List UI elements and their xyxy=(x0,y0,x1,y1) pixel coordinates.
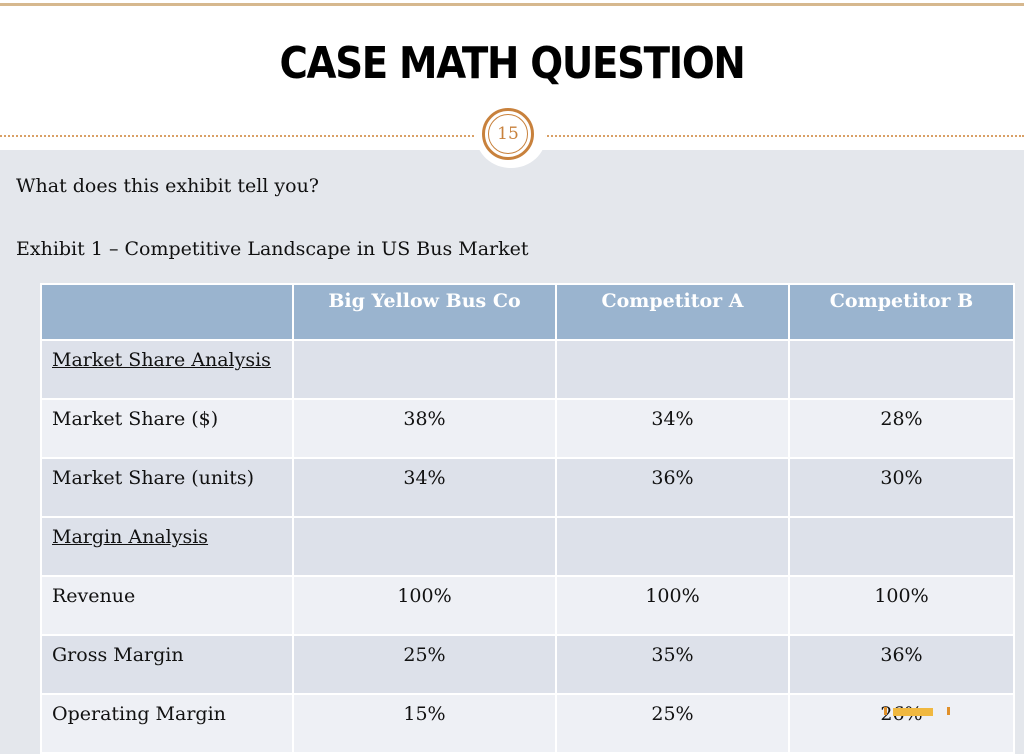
value-cell: 100% xyxy=(788,575,1015,636)
table-header-row: Big Yellow Bus Co Competitor A Competito… xyxy=(40,283,1015,341)
table-row: Operating Margin 15%25%26% xyxy=(40,693,1015,754)
value-cell: 36% xyxy=(555,457,790,518)
value-cell xyxy=(788,339,1015,400)
section-row: Margin Analysis xyxy=(40,516,1015,577)
row-label-cell: Operating Margin xyxy=(40,693,294,754)
value-cell xyxy=(292,516,557,577)
row-label: Market Share (units) xyxy=(52,467,255,489)
table-row: Market Share (units) 34% 36% 30% xyxy=(40,457,1015,518)
value-cell: 30% xyxy=(788,457,1015,518)
header-empty xyxy=(40,283,294,341)
value-cell: 34% xyxy=(292,457,557,518)
value-cell: 28% xyxy=(788,398,1015,459)
value-cell: 100% xyxy=(555,575,790,636)
table-row: Gross Margin 25% 35% 36% xyxy=(40,634,1015,695)
value-cell: 25% xyxy=(555,693,790,754)
table-row: Revenue 100% 100% 100% xyxy=(40,575,1015,636)
value-cell: 25% xyxy=(292,634,557,695)
section-row: Market Share Analysis xyxy=(40,339,1015,400)
exhibit-title: Exhibit 1 – Competitive Landscape in US … xyxy=(16,238,529,260)
value-cell xyxy=(555,516,790,577)
value-cell: 34% xyxy=(555,398,790,459)
table-row: Market Share ($) 38% 34% 28% xyxy=(40,398,1015,459)
value-cell: 36% xyxy=(788,634,1015,695)
page-number: 15 xyxy=(497,124,519,144)
row-label-cell: Gross Margin xyxy=(40,634,294,695)
value-cell: 26% xyxy=(788,693,1015,754)
value-cell: 100% xyxy=(292,575,557,636)
row-label: Revenue xyxy=(52,585,136,607)
value-cell xyxy=(555,339,790,400)
competitive-landscape-table: Big Yellow Bus Co Competitor A Competito… xyxy=(40,283,1015,754)
row-label-cell: Market Share Analysis xyxy=(40,339,294,400)
header-competitor-b: Competitor B xyxy=(788,283,1015,341)
page-title: CASE MATH QUESTION xyxy=(279,38,745,89)
row-label: Margin Analysis xyxy=(52,526,209,548)
row-label-cell: Margin Analysis xyxy=(40,516,294,577)
row-label-cell: Market Share ($) xyxy=(40,398,294,459)
row-label: Operating Margin xyxy=(52,703,226,725)
row-label: Gross Margin xyxy=(52,644,184,666)
row-label: Market Share ($) xyxy=(52,408,219,430)
value-cell xyxy=(788,516,1015,577)
dotted-divider-left xyxy=(0,135,478,137)
decorative-footer-shape xyxy=(884,707,950,716)
row-label-cell: Market Share (units) xyxy=(40,457,294,518)
question-text: What does this exhibit tell you? xyxy=(16,175,319,197)
header-competitor-a: Competitor A xyxy=(555,283,790,341)
top-divider xyxy=(0,3,1024,6)
row-label-cell: Revenue xyxy=(40,575,294,636)
dotted-divider-right xyxy=(544,135,1024,137)
value-cell: 35% xyxy=(555,634,790,695)
row-label: Market Share Analysis xyxy=(52,349,271,371)
value-cell xyxy=(292,339,557,400)
value-cell: 38% xyxy=(292,398,557,459)
page-number-badge: 15 xyxy=(482,108,534,160)
header-big-yellow-bus: Big Yellow Bus Co xyxy=(292,283,557,341)
value-cell: 15% xyxy=(292,693,557,754)
